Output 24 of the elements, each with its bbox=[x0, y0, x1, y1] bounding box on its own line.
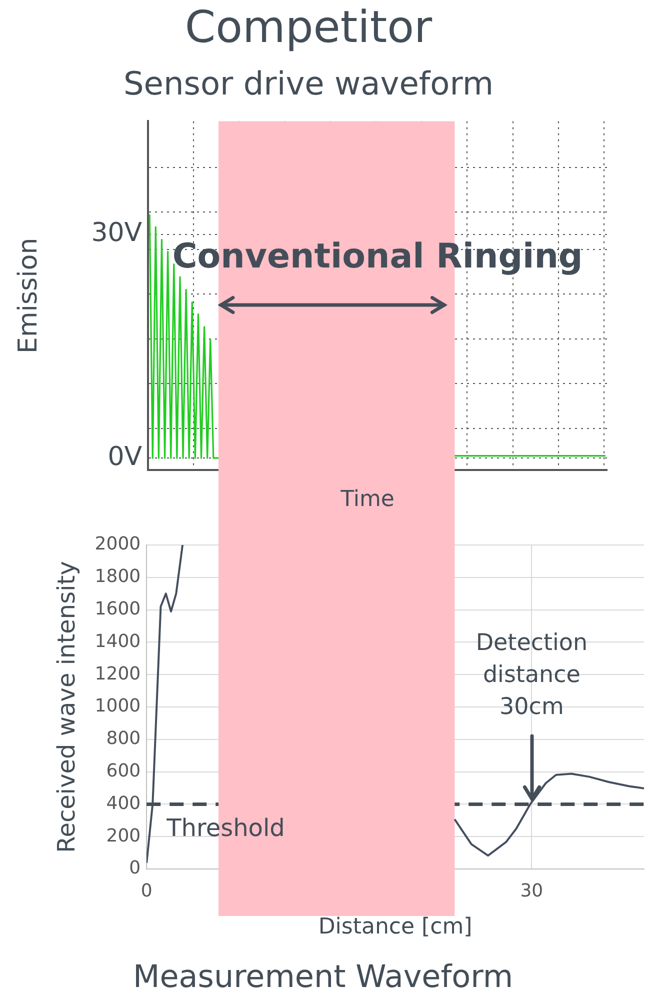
y-tick-label: 30V bbox=[91, 218, 142, 248]
y-tick-label: 400 bbox=[106, 792, 141, 814]
y-tick-label: 1800 bbox=[94, 566, 141, 588]
chart-title: Competitor bbox=[184, 2, 434, 53]
y-tick-label: 800 bbox=[106, 728, 141, 750]
ref-line-label: Threshold bbox=[166, 814, 285, 842]
y-tick-label: 1400 bbox=[94, 630, 141, 652]
y-tick-label: 1200 bbox=[94, 663, 141, 684]
x-axis-title: Distance [cm] bbox=[318, 914, 472, 940]
x-tick-label: 30 bbox=[520, 880, 544, 902]
y-tick-label: 0 bbox=[129, 858, 141, 879]
x-axis-title: Time bbox=[340, 487, 394, 512]
text: Measurement Waveform bbox=[132, 959, 514, 995]
y-tick-label: 1000 bbox=[94, 696, 141, 717]
y-tick-label: 2000 bbox=[94, 534, 141, 555]
text: Conventional Ringing bbox=[172, 236, 583, 277]
y-tick-label: 600 bbox=[106, 760, 141, 782]
y-tick-label: 0V bbox=[108, 442, 142, 472]
annotation: Detection distance 30cm bbox=[476, 630, 588, 720]
y-axis-title: Emission bbox=[13, 238, 44, 354]
chart-subtitle: Sensor drive waveform bbox=[123, 64, 494, 102]
y-tick-label: 200 bbox=[106, 825, 141, 846]
y-tick-label: 1600 bbox=[94, 598, 141, 620]
y-axis-title: Received wave intensity bbox=[52, 561, 81, 853]
